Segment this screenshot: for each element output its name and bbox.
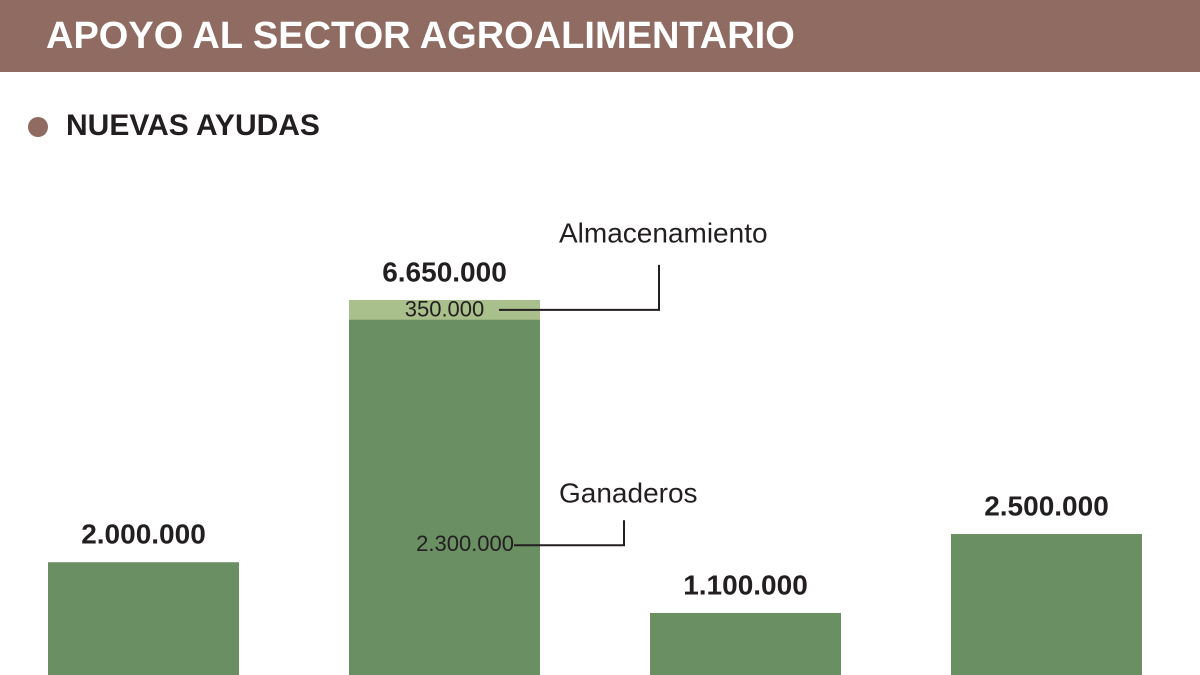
- title-band: [0, 0, 1200, 72]
- bar: [951, 534, 1142, 675]
- annotation-label: Almacenamiento: [559, 217, 768, 248]
- value-label: 2.000.000: [81, 519, 206, 550]
- value-label: 6.650.000: [382, 256, 507, 287]
- bar: [48, 562, 239, 675]
- bar: [650, 612, 841, 675]
- subtitle-dot: [28, 117, 48, 137]
- bar: [349, 300, 540, 675]
- segment-label: 350.000: [405, 297, 485, 322]
- value-label: 2.500.000: [984, 490, 1109, 521]
- annotation-label: Ganaderos: [559, 478, 698, 509]
- segment: [349, 300, 540, 320]
- segment-label: 2.300.000: [416, 531, 514, 556]
- chart-title: APOYO AL SECTOR AGROALIMENTARIO: [46, 15, 795, 57]
- value-label: 1.100.000: [683, 569, 808, 600]
- leader-line: [499, 264, 660, 311]
- leader-line: [514, 520, 625, 547]
- subtitle: NUEVAS AYUDAS: [66, 109, 320, 142]
